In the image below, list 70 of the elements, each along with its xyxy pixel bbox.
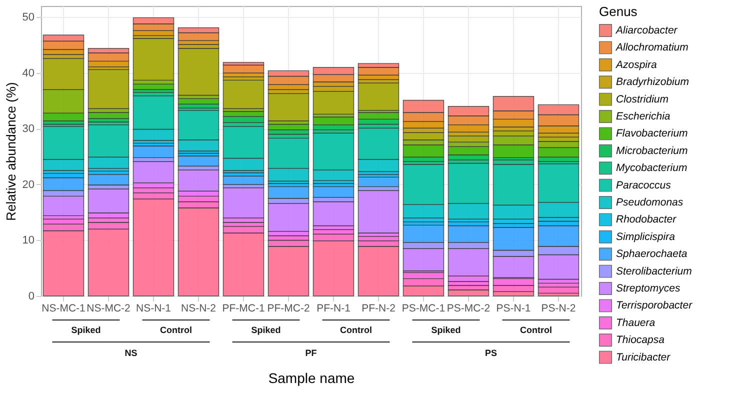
bar [222, 64, 264, 74]
bar [222, 187, 264, 218]
bar [358, 176, 400, 188]
legend-label: Terrisporobacter [616, 300, 693, 312]
legend-label: Turicibacter [616, 351, 671, 364]
y-tick-label: 30 [22, 123, 34, 136]
x-tick-label: NS-N-2 [180, 302, 216, 314]
bar [132, 38, 174, 81]
legend-label: Thauera [616, 316, 656, 329]
y-axis-title: Relative abundance (%) [3, 82, 18, 221]
legend-label: Rhodobacter [616, 214, 677, 226]
legend-label: Pseudomonas [616, 196, 684, 208]
y-tick-label: 20 [22, 178, 34, 191]
x-tick-label: NS-N-1 [136, 302, 172, 314]
x-tick-label: PS-MC-2 [446, 302, 490, 314]
bar [88, 174, 130, 186]
legend-label: Thiocapsa [616, 334, 665, 346]
bar [268, 93, 310, 122]
legend-label: Simplicispira [616, 230, 676, 243]
bar [222, 176, 264, 185]
x-tick-label: NS-MC-1 [42, 302, 86, 314]
x-tick-label: PS-N-1 [496, 302, 531, 314]
legend-label: Sterolibacterium [616, 265, 692, 278]
bar [132, 146, 174, 158]
text: Spiked [431, 325, 461, 335]
bar [358, 190, 400, 234]
bar [312, 186, 354, 198]
bar [312, 201, 354, 226]
bar [312, 90, 354, 115]
legend-label: Mycobacterium [616, 162, 688, 174]
legend-title: Genus [599, 4, 638, 19]
x-tick-label: PF-N-2 [362, 302, 396, 314]
y-tick-label: 40 [22, 67, 34, 80]
legend-label: Streptomyces [616, 282, 681, 294]
legend-label: Sphaerochaeta [616, 248, 688, 260]
x-tick-label: PF-MC-1 [222, 302, 265, 314]
legend-label: Azospira [615, 58, 658, 71]
text: PF [305, 348, 318, 358]
legend-label: Microbacterium [616, 144, 688, 157]
bar [268, 203, 310, 232]
x-tick-label: NS-MC-2 [86, 302, 131, 314]
y-tick-label: 50 [22, 12, 34, 24]
bar [448, 290, 490, 296]
bar [88, 69, 130, 109]
x-tick-label: PS-N-2 [541, 302, 576, 314]
bar [358, 66, 400, 76]
legend-label: Aliarcobacter [615, 24, 678, 36]
text: Spiked [71, 325, 101, 335]
text: PS [484, 348, 498, 358]
text: Control [160, 325, 192, 335]
bar [358, 82, 400, 111]
text: Control [340, 325, 372, 335]
text: NS [124, 348, 138, 358]
x-axis-title: Sample name [268, 370, 355, 386]
text: Control [520, 325, 552, 335]
legend-label: Flavobacterium [616, 128, 688, 140]
legend-label: Allochromatium [615, 42, 689, 54]
x-tick-label: PF-MC-2 [267, 302, 310, 314]
x-tick-label: PF-N-1 [316, 302, 351, 314]
legend-label: Escherichia [616, 110, 670, 122]
bar [222, 80, 264, 109]
bar [178, 48, 220, 96]
legend-label: Bradyrhizobium [616, 76, 690, 88]
bar [178, 156, 220, 166]
y-tick-label: 0 [28, 290, 34, 302]
text: Spiked [251, 325, 281, 335]
legend-label: Clostridium [616, 93, 669, 106]
x-tick-label: PS-MC-1 [402, 302, 446, 314]
legend-label: Paracoccus [616, 179, 672, 192]
y-tick-label: 10 [22, 234, 34, 247]
